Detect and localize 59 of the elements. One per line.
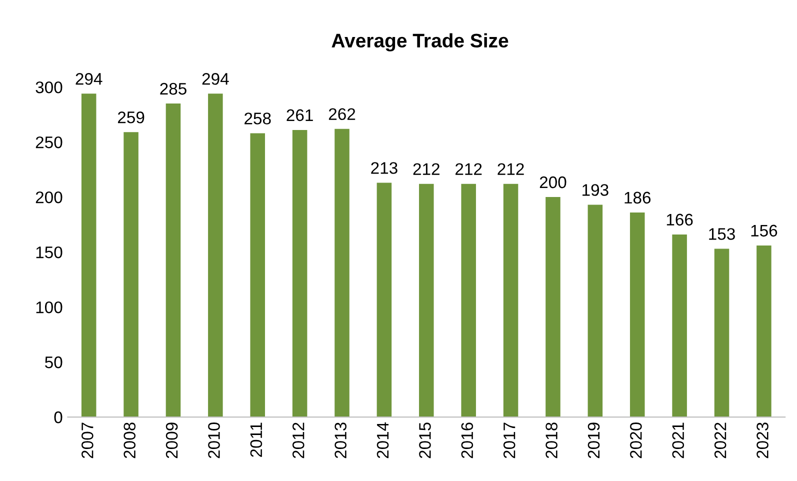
data-label: 166 xyxy=(666,214,693,226)
bar xyxy=(208,94,223,418)
x-tick-label: 2017 xyxy=(503,422,516,458)
bar xyxy=(292,130,308,418)
y-tick-label: 200 xyxy=(36,191,62,204)
bar xyxy=(81,94,96,418)
bar xyxy=(250,133,265,418)
bar xyxy=(714,248,730,418)
y-tick-label: 150 xyxy=(36,246,62,258)
bar xyxy=(503,184,518,418)
bar xyxy=(166,104,181,418)
bar xyxy=(588,204,603,418)
data-label: 258 xyxy=(244,112,271,124)
data-label: 193 xyxy=(582,184,608,196)
x-tick-label: 2013 xyxy=(334,422,346,458)
chart-title: Average Trade Size xyxy=(332,33,508,52)
bar xyxy=(672,234,687,418)
x-tick-label: 2012 xyxy=(292,422,304,458)
x-tick-label: 2020 xyxy=(630,422,642,458)
data-label: 212 xyxy=(498,163,524,175)
bar xyxy=(334,128,350,418)
y-tick-label: 0 xyxy=(54,411,62,424)
x-tick-label: 2010 xyxy=(208,422,220,458)
x-tick-label: 2007 xyxy=(82,422,94,458)
data-label: 212 xyxy=(456,163,482,175)
x-tick-label: 2008 xyxy=(124,422,136,458)
data-label: 200 xyxy=(540,176,566,188)
data-label: 261 xyxy=(286,109,313,122)
data-label: 186 xyxy=(624,192,651,204)
x-tick-label: 2015 xyxy=(419,422,431,458)
x-tick-label: 2016 xyxy=(461,422,474,458)
bar xyxy=(124,132,138,418)
y-tick-label: 50 xyxy=(45,356,62,368)
data-label: 294 xyxy=(76,73,102,85)
y-tick-label: 100 xyxy=(36,301,62,314)
bar xyxy=(376,182,392,418)
x-tick-label: 2009 xyxy=(166,422,178,458)
data-label: 294 xyxy=(202,73,229,85)
bar xyxy=(630,212,645,418)
data-label: 212 xyxy=(413,163,440,175)
data-label: 259 xyxy=(118,112,144,124)
data-label: 213 xyxy=(371,162,398,174)
bar xyxy=(756,245,772,418)
bar xyxy=(461,184,476,418)
x-tick-label: 2019 xyxy=(588,422,600,458)
bar xyxy=(419,184,434,418)
y-tick-label: 300 xyxy=(36,81,62,94)
x-tick-label: 2018 xyxy=(546,422,558,458)
x-tick-label: 2023 xyxy=(756,422,768,458)
data-label: 153 xyxy=(709,228,735,240)
x-tick-label: 2014 xyxy=(376,422,389,458)
data-label: 285 xyxy=(160,82,186,95)
data-label: 156 xyxy=(751,224,778,237)
x-tick-label: 2011 xyxy=(250,422,262,457)
bar xyxy=(546,197,560,418)
data-label: 262 xyxy=(328,108,356,120)
y-tick-label: 250 xyxy=(36,136,62,148)
x-tick-label: 2022 xyxy=(714,422,726,458)
x-tick-label: 2021 xyxy=(672,422,684,458)
